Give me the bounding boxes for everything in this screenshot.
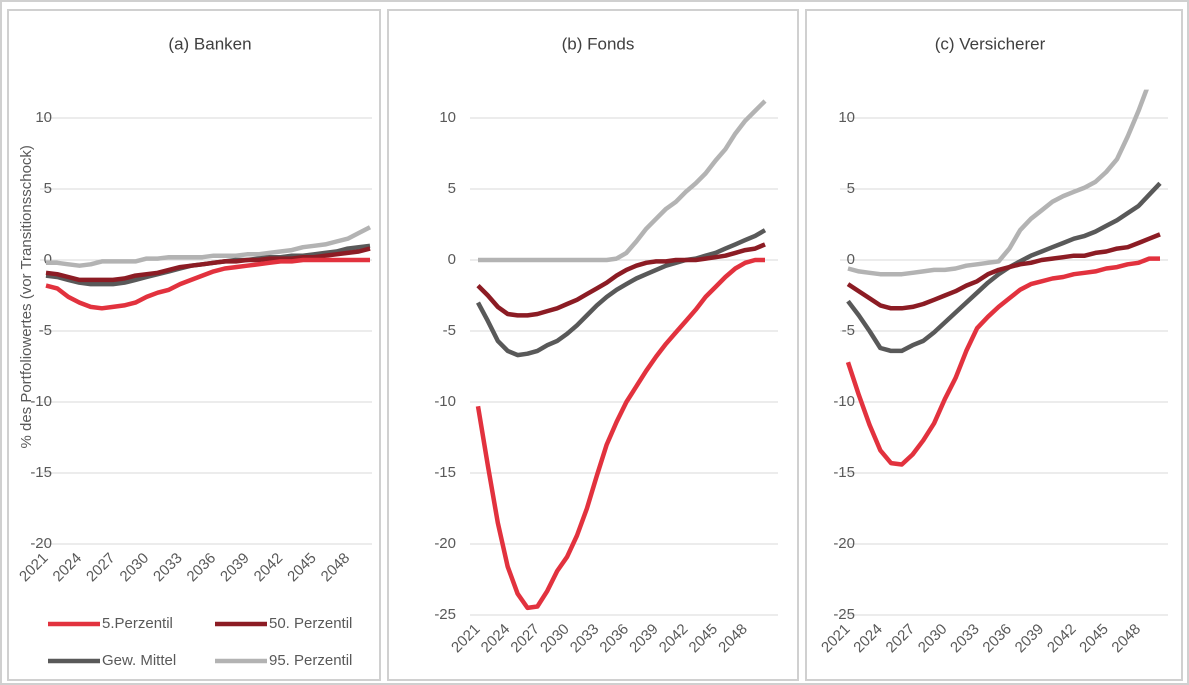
x-tick-label: 2021 (818, 621, 854, 657)
series-line (475, 257, 765, 611)
y-tick-label: -15 (30, 464, 52, 481)
legend-label: 50. Perzentil (269, 615, 352, 632)
panel-title: (a) Banken (168, 34, 251, 53)
series-line (845, 256, 1160, 467)
x-tick-label: 2033 (150, 550, 186, 586)
legend-label: 95. Perzentil (269, 652, 352, 669)
x-tick-label: 2042 (656, 621, 692, 657)
y-tick-label: -20 (30, 535, 52, 552)
series-line (846, 232, 1161, 311)
plot-area (845, 89, 1162, 467)
y-tick-label: -10 (434, 393, 456, 410)
x-tick-label: 2033 (947, 621, 983, 657)
panel-frame (805, 9, 1183, 681)
x-tick-label: 2036 (184, 550, 220, 586)
series-line (45, 246, 371, 283)
y-tick-label: 10 (838, 109, 855, 126)
panel-title: (c) Versicherer (935, 34, 1046, 53)
x-tick-label: 2024 (478, 621, 514, 657)
x-tick-label: 2021 (16, 550, 52, 586)
y-tick-label: -5 (443, 322, 456, 339)
x-tick-label: 2027 (507, 621, 543, 657)
legend-label: 5.Perzentil (102, 615, 173, 632)
x-tick-label: 2030 (537, 621, 573, 657)
series-line (46, 225, 372, 268)
y-tick-label: -15 (833, 464, 855, 481)
series-line (476, 228, 767, 358)
y-tick-label: -25 (434, 606, 456, 623)
y-tick-label: -10 (30, 393, 52, 410)
x-tick-label: 2027 (83, 550, 119, 586)
y-tick-label: -10 (833, 393, 855, 410)
x-tick-label: 2042 (1044, 621, 1080, 657)
y-tick-label: 5 (44, 180, 52, 197)
series-line (476, 242, 766, 318)
x-tick-label: 2036 (596, 621, 632, 657)
panel-frame (387, 9, 799, 681)
x-tick-label: 2039 (1012, 621, 1048, 657)
x-tick-label: 2033 (567, 621, 603, 657)
x-tick-label: 2039 (217, 550, 253, 586)
series-line (45, 257, 370, 311)
x-tick-label: 2048 (318, 550, 354, 586)
series-line (478, 99, 767, 263)
y-tick-label: 0 (847, 251, 855, 268)
y-tick-label: 0 (448, 251, 456, 268)
y-tick-label: -25 (833, 606, 855, 623)
y-tick-label: -20 (833, 535, 855, 552)
y-tick-label: 5 (448, 180, 456, 197)
plot-area (475, 99, 767, 611)
y-tick-label: -5 (842, 322, 855, 339)
x-tick-label: 2045 (284, 550, 320, 586)
x-tick-label: 2045 (686, 621, 722, 657)
x-tick-label: 2036 (979, 621, 1015, 657)
x-tick-label: 2048 (1108, 621, 1144, 657)
x-tick-label: 2021 (448, 621, 484, 657)
x-tick-label: 2030 (915, 621, 951, 657)
x-tick-label: 2024 (850, 621, 886, 657)
y-tick-label: 10 (439, 109, 456, 126)
x-tick-label: 2030 (117, 550, 153, 586)
series-line (847, 89, 1149, 277)
y-axis-label: % des Portfoliowertes (vor Transitionssc… (18, 145, 35, 448)
y-tick-label: 5 (847, 180, 855, 197)
x-tick-label: 2048 (715, 621, 751, 657)
y-tick-label: 0 (44, 251, 52, 268)
panel-frame (7, 9, 381, 681)
y-tick-label: -5 (39, 322, 52, 339)
plot-area (45, 225, 372, 311)
x-tick-label: 2042 (251, 550, 287, 586)
x-tick-label: 2024 (50, 550, 86, 586)
x-tick-label: 2039 (626, 621, 662, 657)
y-tick-label: -15 (434, 464, 456, 481)
x-tick-label: 2045 (1076, 621, 1112, 657)
y-tick-label: -20 (434, 535, 456, 552)
panel-title: (b) Fonds (562, 34, 635, 53)
y-tick-label: 10 (35, 109, 52, 126)
legend-label: Gew. Mittel (102, 652, 176, 669)
x-tick-label: 2027 (883, 621, 919, 657)
